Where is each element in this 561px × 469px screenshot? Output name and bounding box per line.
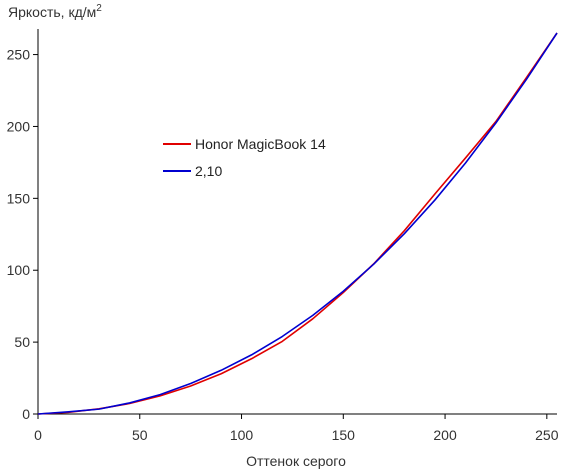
y-axis-label-text: Яркость, кд/м (8, 4, 96, 20)
axes: 0 50 100 150 200 250 0 50 100 150 200 250 (7, 29, 559, 443)
y-tick-label: 250 (7, 47, 31, 63)
y-axis-label: Яркость, кд/м2 (8, 3, 102, 20)
x-tick-label: 250 (535, 427, 559, 443)
x-axis-label: Оттенок серого (246, 453, 346, 469)
y-tick-label: 150 (7, 190, 31, 206)
y-tick-label: 100 (7, 262, 31, 278)
legend: Honor MagicBook 14 2,10 (163, 136, 326, 179)
legend-label-1: Honor MagicBook 14 (195, 136, 326, 152)
y-tick-label: 0 (22, 406, 30, 422)
x-tick-label: 0 (34, 427, 42, 443)
y-tick-label: 200 (7, 118, 31, 134)
series-layer (37, 32, 558, 415)
x-tick-label: 150 (332, 427, 356, 443)
y-axis-label-superscript: 2 (96, 3, 102, 14)
x-tick-label: 200 (433, 427, 457, 443)
series-line-1 (37, 32, 558, 415)
legend-label-2: 2,10 (195, 163, 222, 179)
y-tick-label: 50 (14, 334, 30, 350)
x-tick-label: 50 (132, 427, 148, 443)
series-line-2 (37, 32, 558, 415)
x-tick-label: 100 (230, 427, 254, 443)
